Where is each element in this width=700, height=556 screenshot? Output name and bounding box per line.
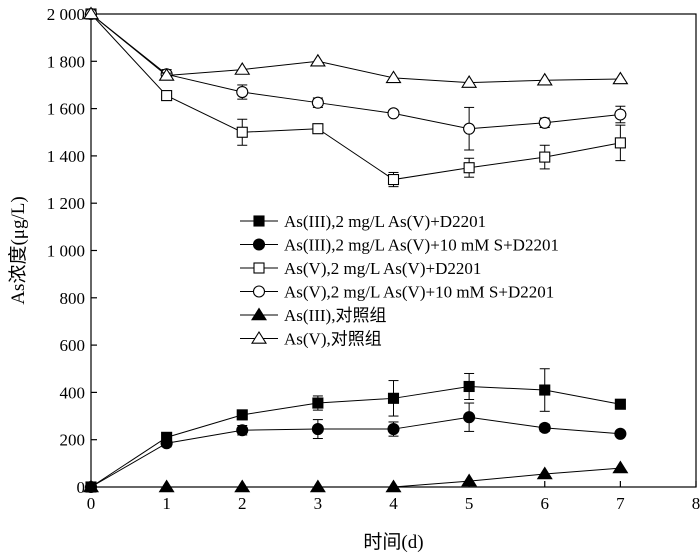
legend-marker: [252, 238, 266, 251]
legend-marker: [253, 215, 265, 227]
series-line: [90, 416, 621, 488]
data-point: [161, 90, 173, 102]
data-point: [463, 162, 475, 174]
x-tick-label: 0: [87, 494, 96, 513]
x-tick-label: 8: [692, 494, 700, 513]
data-point: [463, 122, 476, 135]
data-point: [536, 72, 553, 86]
data-point: [309, 479, 326, 493]
series-line: [91, 467, 621, 488]
y-tick-label: 400: [60, 383, 86, 402]
data-point: [236, 85, 249, 99]
y-tick-label: 1 800: [47, 52, 85, 71]
legend-marker: [251, 307, 267, 321]
x-axis-label: 时间(d): [363, 531, 423, 553]
data-point: [614, 427, 627, 440]
legend-entry: As(V),对照组: [240, 330, 382, 349]
data-point: [387, 392, 400, 404]
y-tick-label: 1 200: [47, 194, 85, 213]
data-point: [385, 70, 402, 84]
y-tick-label: 800: [60, 289, 86, 308]
x-tick-label: 7: [616, 494, 625, 513]
data-point: [461, 473, 478, 487]
data-point: [387, 174, 400, 186]
series-6: [83, 6, 629, 88]
legend-label: As(V),2 mg/L As(V)+10 mM S+D2201: [284, 283, 554, 302]
y-tick-label: 1 600: [47, 100, 85, 119]
legend-entry: As(III),对照组: [240, 306, 386, 325]
data-point: [463, 411, 476, 424]
data-point: [538, 116, 551, 129]
data-point: [83, 6, 99, 20]
series-line: [90, 385, 621, 488]
data-point: [463, 380, 475, 393]
legend-label: As(III),对照组: [284, 306, 386, 325]
series-line: [90, 13, 621, 84]
data-point: [538, 421, 551, 434]
data-point: [387, 107, 400, 120]
legend-label: As(III),2 mg/L As(V)+D2201: [284, 212, 486, 231]
data-point: [236, 126, 248, 138]
x-tick-label: 2: [238, 494, 247, 513]
y-tick-label: 0: [77, 478, 86, 497]
x-tick-label: 5: [465, 494, 474, 513]
y-tick-label: 1 400: [47, 147, 85, 166]
data-point: [236, 424, 249, 437]
plot-area: [83, 6, 629, 494]
data-point: [236, 409, 248, 421]
data-point: [234, 479, 251, 493]
y-tick-label: 200: [60, 431, 86, 450]
data-point: [311, 96, 324, 109]
data-point: [234, 62, 251, 75]
legend-label: As(V),2 mg/L As(V)+D2201: [284, 259, 481, 278]
data-point: [158, 479, 175, 493]
legend-label: As(V),对照组: [284, 330, 382, 349]
series-2: [84, 402, 627, 494]
data-point: [385, 479, 402, 493]
y-tick-label: 1 000: [47, 242, 85, 261]
legend-entry: As(V),2 mg/L As(V)+D2201: [240, 259, 481, 278]
data-point: [614, 137, 626, 149]
x-tick-label: 4: [389, 494, 398, 513]
data-point: [160, 437, 173, 450]
data-point: [387, 423, 400, 436]
data-point: [536, 466, 553, 480]
legend-entry: As(III),2 mg/L As(V)+D2201: [240, 212, 486, 231]
data-point: [612, 460, 629, 474]
legend-marker: [252, 285, 266, 298]
series-line: [90, 13, 621, 130]
series-3: [85, 8, 626, 188]
data-point: [311, 423, 324, 436]
series-line: [90, 13, 621, 181]
x-tick-label: 1: [162, 494, 171, 513]
legend-entry: As(III),2 mg/L As(V)+10 mM S+D2201: [240, 236, 559, 255]
data-point: [309, 53, 326, 67]
y-axis-label: As浓度(μg/L): [7, 196, 29, 304]
legend-label: As(III),2 mg/L As(V)+10 mM S+D2201: [284, 236, 559, 255]
legend-marker: [251, 330, 267, 344]
data-point: [158, 67, 175, 81]
legend: As(III),2 mg/L As(V)+D2201 As(III),2 mg/L…: [240, 212, 559, 349]
data-point: [461, 75, 478, 88]
data-point: [83, 479, 99, 493]
x-tick-label: 3: [314, 494, 323, 513]
data-point: [614, 398, 626, 410]
data-point: [312, 397, 324, 409]
data-point: [612, 71, 629, 85]
data-point: [312, 123, 324, 135]
y-tick-label: 2 000: [47, 5, 85, 24]
x-tick-label: 6: [541, 494, 550, 513]
legend-marker: [253, 262, 265, 274]
legend-entry: As(V),2 mg/L As(V)+10 mM S+D2201: [240, 283, 554, 302]
y-tick-label: 600: [60, 336, 86, 355]
data-point: [614, 108, 627, 121]
data-point: [539, 151, 551, 163]
data-point: [539, 384, 551, 396]
series-5: [83, 460, 629, 493]
